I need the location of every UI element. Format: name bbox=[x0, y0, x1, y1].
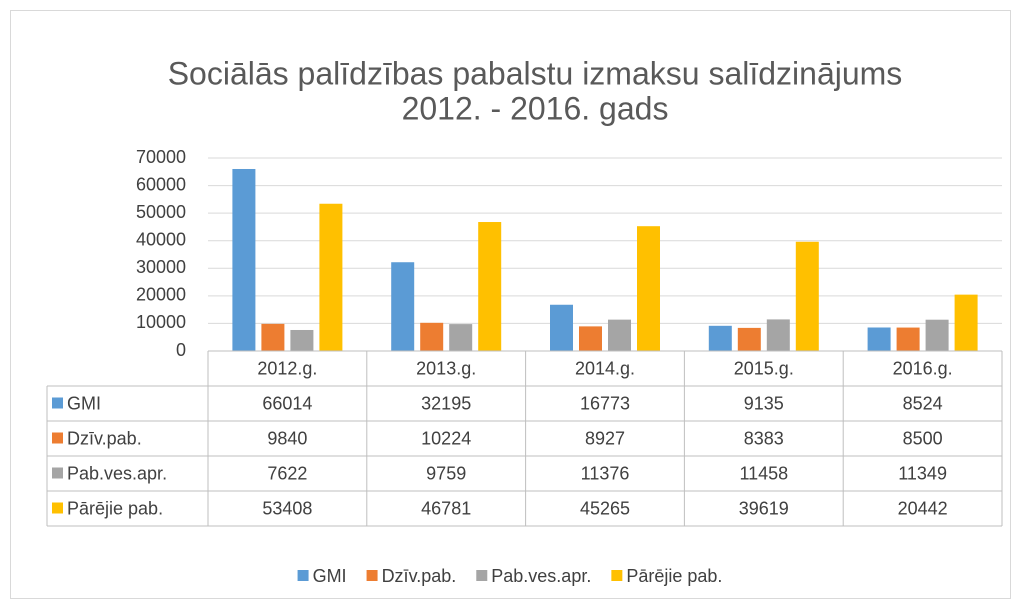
y-tick-label: 50000 bbox=[136, 202, 186, 222]
table-value: 46781 bbox=[421, 498, 471, 518]
table-value: 8927 bbox=[585, 428, 625, 448]
bar bbox=[737, 327, 761, 351]
table-value: 11376 bbox=[581, 463, 630, 483]
legend-key bbox=[366, 570, 378, 581]
table-value: 8383 bbox=[744, 428, 784, 448]
table-legend-key bbox=[52, 432, 63, 444]
bar bbox=[478, 222, 502, 351]
table-value: 45265 bbox=[580, 498, 630, 518]
bar bbox=[449, 324, 473, 351]
table-row-label: Dzīv.pab. bbox=[67, 428, 142, 448]
bar bbox=[637, 226, 660, 351]
x-tick-label: 2012.g. bbox=[257, 358, 317, 378]
bar bbox=[766, 319, 790, 351]
table-value: 66014 bbox=[262, 393, 312, 413]
table-value: 7622 bbox=[267, 463, 307, 483]
legend-label: Pab.ves.apr. bbox=[491, 566, 591, 586]
table-value: 11349 bbox=[898, 463, 947, 483]
y-tick-label: 10000 bbox=[136, 312, 186, 332]
bar bbox=[579, 326, 602, 351]
chart-title: 2012. - 2016. gads bbox=[402, 90, 669, 126]
bar bbox=[232, 168, 256, 351]
table-value: 11458 bbox=[739, 463, 788, 483]
table-value: 9135 bbox=[744, 393, 784, 413]
chart-title: Sociālās palīdzības pabalstu izmaksu sal… bbox=[168, 55, 903, 91]
legend-key bbox=[476, 570, 488, 581]
x-tick-label: 2016.g. bbox=[893, 358, 953, 378]
bar bbox=[896, 327, 920, 351]
table-row-label: GMI bbox=[67, 393, 101, 413]
bar bbox=[608, 319, 631, 351]
y-tick-label: 40000 bbox=[136, 229, 186, 249]
bar bbox=[925, 319, 949, 351]
y-tick-label: 0 bbox=[176, 340, 186, 360]
table-row-label: Pārējie pab. bbox=[67, 498, 163, 518]
bar bbox=[708, 325, 732, 351]
x-tick-label: 2013.g. bbox=[416, 358, 476, 378]
legend-key bbox=[611, 570, 623, 581]
x-tick-label: 2015.g. bbox=[734, 358, 794, 378]
legend-key bbox=[297, 570, 309, 581]
bar bbox=[261, 323, 285, 351]
table-value: 39619 bbox=[739, 498, 789, 518]
table-value: 53408 bbox=[262, 498, 312, 518]
bar bbox=[290, 329, 314, 351]
table-value: 9759 bbox=[426, 463, 466, 483]
legend-label: Pārējie pab. bbox=[626, 566, 722, 586]
table-row-label: Pab.ves.apr. bbox=[67, 463, 167, 483]
table-legend-key bbox=[52, 467, 63, 479]
bar bbox=[954, 294, 978, 351]
table-value: 32195 bbox=[421, 393, 471, 413]
bar bbox=[867, 327, 891, 351]
legend-label: Dzīv.pab. bbox=[382, 566, 457, 586]
table-legend-key bbox=[52, 502, 63, 514]
x-tick-label: 2014.g. bbox=[575, 358, 635, 378]
bar bbox=[420, 322, 444, 351]
table-value: 16773 bbox=[580, 393, 630, 413]
table-value: 8524 bbox=[903, 393, 943, 413]
table-value: 20442 bbox=[898, 498, 948, 518]
bar bbox=[391, 262, 415, 351]
y-tick-label: 60000 bbox=[136, 174, 186, 194]
y-tick-label: 70000 bbox=[136, 147, 186, 167]
table-value: 8500 bbox=[903, 428, 943, 448]
table-value: 10224 bbox=[421, 428, 471, 448]
y-tick-label: 30000 bbox=[136, 257, 186, 277]
legend-label: GMI bbox=[313, 566, 347, 586]
bar bbox=[550, 304, 573, 351]
table-value: 9840 bbox=[267, 428, 307, 448]
table-legend-key bbox=[52, 397, 63, 409]
y-tick-label: 20000 bbox=[136, 285, 186, 305]
bar bbox=[319, 203, 343, 351]
chart-border bbox=[10, 10, 1011, 599]
bar bbox=[795, 241, 819, 351]
